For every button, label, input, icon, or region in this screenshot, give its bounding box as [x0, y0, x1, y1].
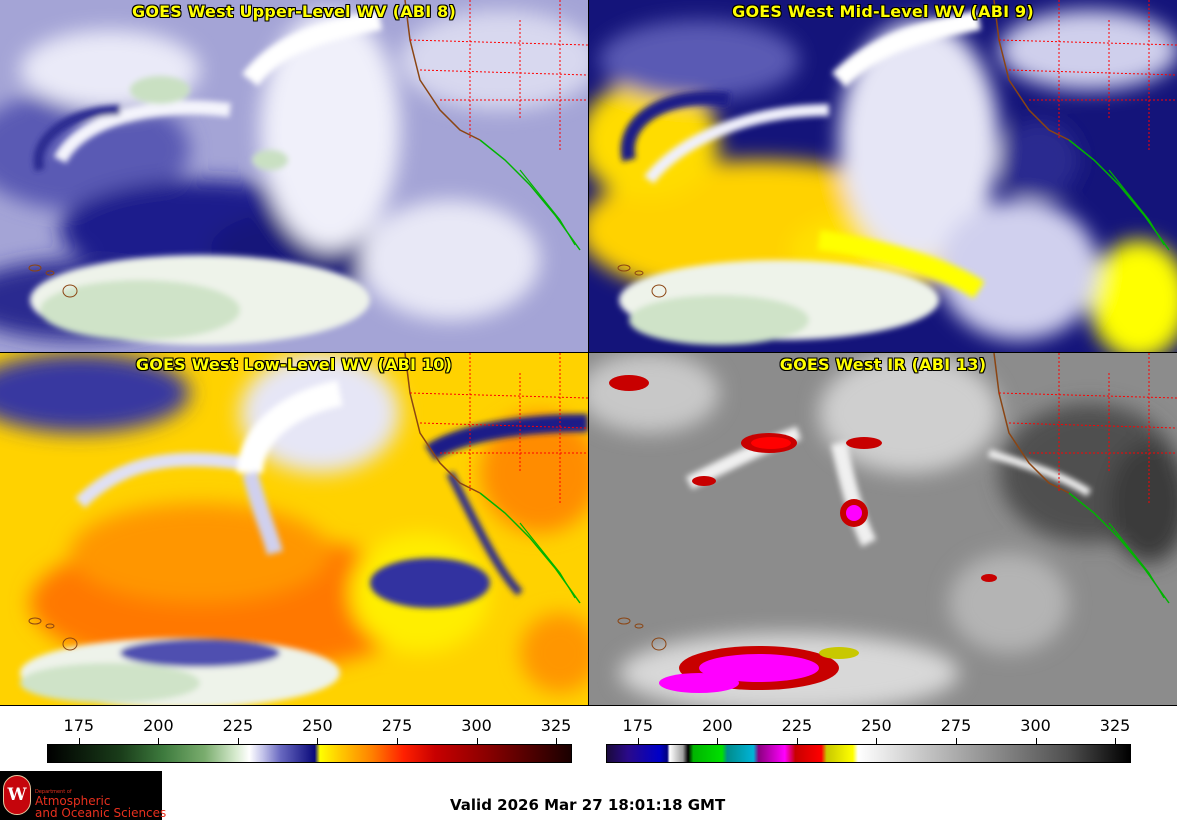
colorbar-tick-mark: [158, 738, 160, 744]
colorbar-tick-label: 175: [622, 716, 654, 735]
ir-colorbar: 175 200 225 250 275 300 325: [606, 716, 1131, 764]
colorbar-tick-label: 325: [1099, 716, 1131, 735]
low-level-wv-image: [0, 353, 588, 705]
colorbar-tick-label: 325: [540, 716, 572, 735]
ir-colorbar-strip: [606, 744, 1131, 763]
colorbar-tick-mark: [237, 738, 239, 744]
colorbar-tick-mark: [78, 738, 80, 744]
panel-title: GOES West IR (ABI 13): [779, 355, 987, 374]
colorbar-tick-mark: [637, 738, 639, 744]
panel-divider-vertical: [588, 0, 589, 706]
colorbar-tick-label: 175: [63, 716, 95, 735]
colorbar-tick-mark: [1035, 738, 1037, 744]
ir-colorbar-ticks: 175 200 225 250 275 300 325: [606, 716, 1131, 744]
logo-line-1: Atmospheric: [35, 794, 111, 808]
wv-colorbar-ticks: 175 200 225 250 275 300 325: [47, 716, 572, 744]
colorbar-tick-label: 200: [143, 716, 174, 735]
colorbar-tick-label: 225: [222, 716, 254, 735]
panel-divider-bottom: [0, 705, 1177, 706]
colorbar-tick-label: 250: [302, 716, 333, 735]
colorbar-tick-label: 300: [461, 716, 492, 735]
colorbar-tick-mark: [956, 738, 957, 744]
colorbar-tick-mark: [876, 738, 878, 744]
mid-level-wv-panel: GOES West Mid-Level WV (ABI 9): [589, 0, 1177, 352]
colorbar-tick-mark: [317, 738, 319, 744]
upper-level-wv-panel: GOES West Upper-Level WV (ABI 8): [0, 0, 588, 352]
panel-title: GOES West Upper-Level WV (ABI 8): [132, 2, 456, 21]
panel-divider-horizontal: [0, 352, 1177, 353]
colorbar-tick-label: 275: [381, 716, 413, 735]
colorbar-tick-mark: [397, 738, 398, 744]
valid-time: Valid 2026 Mar 27 18:01:18 GMT: [450, 796, 726, 814]
ir-panel: GOES West IR (ABI 13): [589, 353, 1177, 705]
wv-colorbar: 175 200 225 250 275 300 325: [47, 716, 572, 764]
mid-level-wv-image: [589, 0, 1177, 352]
logo-dept-line: Department of: [35, 789, 72, 795]
colorbar-tick-label: 200: [702, 716, 733, 735]
colorbar-tick-mark: [1115, 738, 1117, 744]
ir-image: [589, 353, 1177, 705]
panel-title: GOES West Low-Level WV (ABI 10): [135, 355, 453, 374]
colorbar-tick-label: 225: [781, 716, 813, 735]
wv-colorbar-strip: [47, 744, 572, 763]
low-level-wv-panel: GOES West Low-Level WV (ABI 10): [0, 353, 588, 705]
colorbar-tick-mark: [476, 738, 478, 744]
logo-line-2: and Oceanic Sciences: [35, 806, 167, 820]
colorbar-tick-label: 300: [1020, 716, 1051, 735]
colorbar-tick-label: 275: [940, 716, 972, 735]
panel-title: GOES West Mid-Level WV (ABI 9): [732, 2, 1034, 21]
upper-level-wv-image: [0, 0, 588, 352]
seal-letter: W: [7, 785, 27, 805]
colorbar-tick-mark: [556, 738, 558, 744]
colorbar-tick-mark: [717, 738, 719, 744]
colorbar-tick-label: 250: [861, 716, 892, 735]
aos-logo: W Department of Atmospheric and Oceanic …: [0, 771, 166, 820]
colorbar-tick-mark: [796, 738, 798, 744]
uw-seal-icon: W: [3, 775, 31, 815]
